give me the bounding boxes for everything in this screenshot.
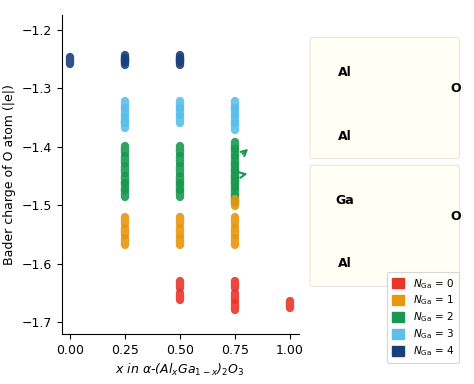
Legend: $N_{\rm Ga}$ = 0, $N_{\rm Ga}$ = 1, $N_{\rm Ga}$ = 2, $N_{\rm Ga}$ = 3, $N_{\rm : $N_{\rm Ga}$ = 0, $N_{\rm Ga}$ = 1, $N_{… — [387, 271, 459, 363]
Text: O: O — [451, 82, 461, 95]
Text: O: O — [451, 210, 461, 223]
Text: Al: Al — [338, 257, 352, 270]
Y-axis label: Bader charge of O atom (|e|): Bader charge of O atom (|e|) — [3, 84, 16, 265]
FancyBboxPatch shape — [310, 165, 459, 286]
Text: Al: Al — [338, 130, 352, 143]
FancyBboxPatch shape — [310, 38, 459, 159]
X-axis label: $x$ in $\alpha$-(Al$_x$Ga$_{1-x}$)$_2$O$_3$: $x$ in $\alpha$-(Al$_x$Ga$_{1-x}$)$_2$O$… — [115, 362, 245, 379]
Text: Ga: Ga — [336, 194, 354, 207]
Text: Al: Al — [338, 66, 352, 79]
